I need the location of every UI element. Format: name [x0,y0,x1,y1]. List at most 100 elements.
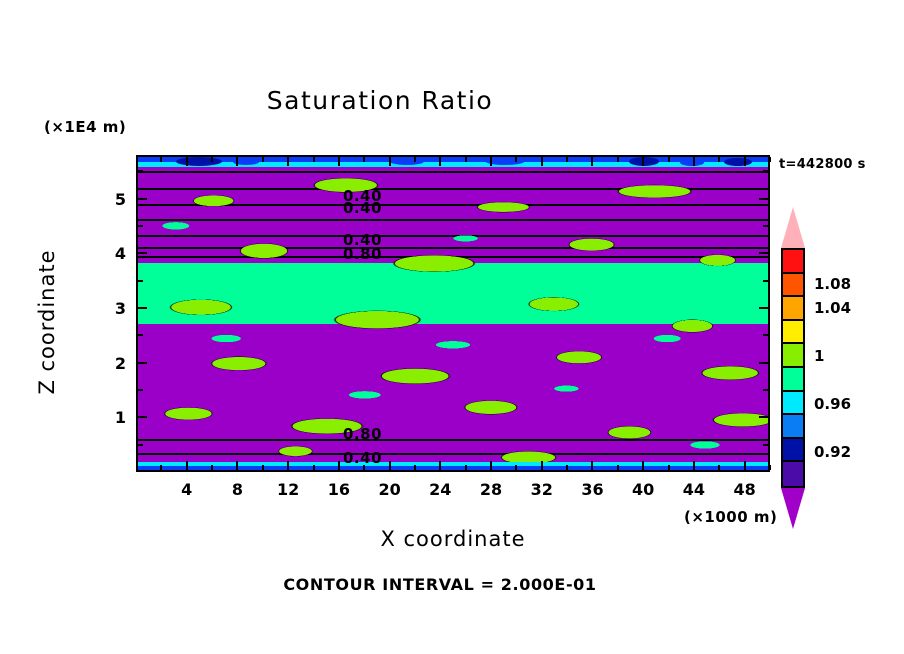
x-tick-mark [743,157,746,166]
x-tick-mark [464,157,467,162]
y-tick-mark [138,225,143,228]
x-tick-mark [287,157,290,166]
x-tick-label: 12 [277,480,300,499]
x-tick-mark [515,157,518,162]
y-tick-mark [763,170,768,173]
x-tick-mark [692,157,695,166]
x-tick-mark [287,461,290,470]
y-tick-mark [759,416,768,419]
contour-label: 0.80 [343,425,383,443]
colorbar[interactable] [781,248,805,488]
y-tick-mark [763,225,768,228]
x-tick-mark [312,157,315,162]
cloud-base-blue-strip [138,466,768,470]
x-tick-label: 28 [479,480,503,499]
y-tick-mark [759,361,768,364]
x-tick-mark [667,465,670,470]
x-tick-mark [236,461,239,470]
y-tick-mark [138,334,143,337]
page-title: Saturation Ratio [266,86,494,115]
x-tick-mark [591,461,594,470]
contour-label: 0.80 [343,245,383,263]
timestamp-label: t=442800 s [779,157,866,172]
y-tick-label: 3 [114,299,126,319]
x-tick-mark [211,465,214,470]
y-tick-mark [138,279,143,282]
x-tick-label: 44 [682,480,706,499]
supersaturation-pocket [484,157,525,165]
colorbar-segment [783,438,803,463]
x-axis-title: X coordinate [380,527,526,551]
x-tick-mark [566,465,569,470]
x-tick-label: 4 [181,480,193,499]
x-tick-label: 36 [581,480,604,499]
colorbar-tick-label: 0.92 [814,443,852,461]
y-tick-mark [138,197,147,200]
x-tick-mark [363,157,366,162]
y-tick-mark [138,389,143,392]
x-tick-mark [439,157,442,166]
colorbar-segment [783,415,803,439]
x-tick-mark [261,157,264,162]
colorbar-segment [783,297,803,321]
supersaturation-pocket [679,159,704,166]
y-tick-mark [138,443,143,446]
x-tick-mark [236,157,239,166]
colorbar-tick-label: 1.04 [814,299,852,317]
x-tick-mark [413,157,416,162]
y-tick-mark [138,307,147,310]
supersaturation-pocket [175,157,222,166]
x-tick-label: 48 [733,480,756,499]
y-tick-mark [138,252,147,255]
contour-label: 0.40 [343,449,383,467]
y-tick-mark [759,197,768,200]
x-tick-mark [160,157,163,162]
contour-label: 0.40 [343,187,383,205]
z-axis-unit-label: (×1E4 m) [44,118,127,136]
x-tick-mark [642,461,645,470]
y-tick-mark [138,170,143,173]
x-tick-mark [160,465,163,470]
x-tick-mark [718,465,721,470]
contour-interval-caption: CONTOUR INTERVAL = 2.000E-01 [283,575,597,594]
x-tick-mark [464,465,467,470]
y-tick-label: 5 [114,189,126,209]
colorbar-segment [783,320,803,345]
colorbar-segment [783,250,803,274]
x-tick-mark [718,157,721,162]
x-tick-mark [515,465,518,470]
contour-field: 0.40 0.40 0.40 0.80 0.80 0.40 [138,157,768,470]
x-tick-mark [337,461,340,470]
x-tick-label: 8 [231,480,243,499]
x-tick-mark [337,157,340,166]
contour-label: 0.40 [343,199,383,217]
x-tick-mark [490,157,493,166]
y-tick-mark [759,252,768,255]
x-tick-mark [490,461,493,470]
x-tick-label: 16 [327,480,350,499]
x-tick-mark [185,157,188,166]
supersaturation-pocket [390,158,424,165]
cloud-top-cyan-strip [138,162,768,167]
x-tick-mark [616,465,619,470]
x-tick-mark [185,461,188,470]
colorbar-segment [783,344,803,368]
x-tick-mark [439,461,442,470]
colorbar-segment [783,391,803,416]
y-tick-mark [763,279,768,282]
x-tick-mark [540,461,543,470]
x-tick-mark [312,465,315,470]
colorbar-tick-label: 1 [814,347,825,365]
supersaturation-pocket [232,159,259,165]
y-tick-mark [138,416,147,419]
colorbar-tick-label: 1.08 [814,275,852,293]
y-tick-mark [759,307,768,310]
saturated-cloud-layer [138,157,768,470]
y-tick-mark [138,361,147,364]
x-tick-mark [591,157,594,166]
x-tick-mark [363,465,366,470]
colorbar-top-arrow-cap [781,207,805,248]
supersaturation-pocket [629,157,660,166]
cloud-base-cyan-strip [138,462,768,466]
x-tick-mark [388,157,391,166]
